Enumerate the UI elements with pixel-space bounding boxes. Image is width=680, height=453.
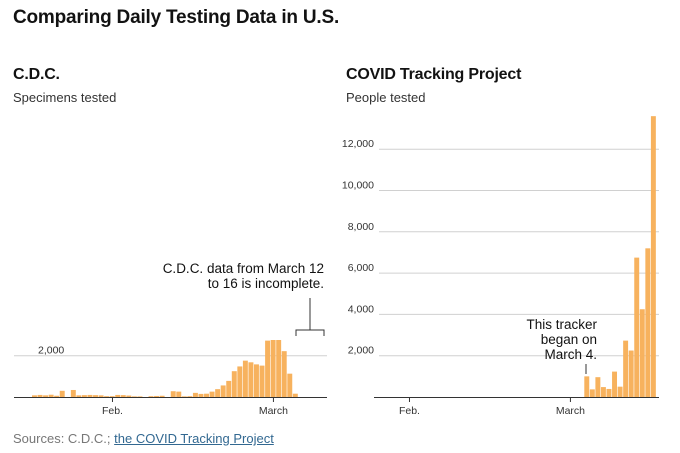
cdc-bar — [37, 394, 43, 397]
cdc-x-tick-label: Feb. — [102, 405, 123, 417]
tracking-y-tick-label: 10,000 — [342, 180, 374, 192]
cdc-bar — [181, 396, 187, 397]
cdc-bar — [120, 395, 126, 397]
cdc-bar — [87, 394, 93, 397]
cdc-bar — [137, 396, 143, 397]
cdc-bar — [154, 395, 160, 397]
cdc-bar — [104, 396, 110, 397]
tracking-bar — [623, 340, 629, 397]
cdc-bar — [292, 393, 298, 397]
cdc-bar — [48, 394, 54, 397]
cdc-bar — [265, 340, 271, 397]
tracking-bar — [634, 257, 640, 397]
tracking-bar — [639, 309, 645, 397]
cdc-bar — [248, 362, 254, 397]
cdc-bar — [215, 389, 221, 397]
cdc-panel-subtitle: Specimens tested — [13, 90, 117, 105]
cdc-bar — [131, 396, 137, 397]
cdc-bar — [242, 360, 248, 397]
cdc-bar — [43, 395, 49, 397]
cdc-annotation-line-1: C.D.C. data from March 12 — [163, 261, 324, 276]
tracking-bar — [617, 386, 623, 397]
sources-note: Sources: C.D.C.; the COVID Tracking Proj… — [13, 431, 274, 446]
cdc-bar — [176, 391, 182, 397]
cdc-bar — [281, 351, 287, 397]
tracking-x-tick-label: Feb. — [399, 405, 420, 417]
cdc-bar — [115, 394, 121, 397]
cdc-x-tick-label: March — [259, 405, 288, 417]
cdc-bar — [170, 391, 176, 397]
cdc-panel-title: C.D.C. — [13, 66, 60, 83]
tracker-annotation-line-3: March 4. — [544, 347, 597, 362]
cdc-bar — [237, 366, 243, 397]
cdc-bar — [32, 395, 37, 397]
cdc-bar — [93, 395, 98, 397]
tracking-y-tick-label: 2,000 — [348, 345, 374, 357]
cdc-bar — [220, 385, 226, 397]
cdc-bar — [259, 365, 265, 397]
cdc-bar — [159, 395, 165, 397]
tracking-bar — [628, 350, 634, 397]
tracking-y-tick-label: 12,000 — [342, 138, 374, 150]
cdc-chart: 2,000 Feb. March — [14, 340, 327, 417]
tracker-annotation-line-2: began on — [541, 332, 597, 347]
cdc-bar — [276, 340, 282, 397]
cdc-bar — [98, 395, 104, 397]
cdc-bar — [187, 396, 193, 397]
cdc-bar — [231, 371, 237, 397]
covid-tracking-link[interactable]: the COVID Tracking Project — [114, 431, 274, 446]
cdc-bar — [254, 364, 259, 397]
tracking-y-tick-label: 8,000 — [348, 221, 374, 233]
tracking-bar — [595, 377, 601, 397]
cdc-y-tick-label: 2,000 — [38, 345, 64, 357]
tracking-chart: 2,000 4,000 6,000 8,000 10,000 12,000 Feb. Marc… — [342, 116, 659, 417]
cdc-bar — [270, 340, 276, 397]
cdc-bar — [76, 395, 82, 397]
tracking-panel-title: COVID Tracking Project — [346, 66, 522, 83]
tracking-bar — [612, 371, 617, 397]
chart-title: Comparing Daily Testing Data in U.S. — [13, 7, 340, 28]
tracker-start-annotation: This tracker began on March 4. — [526, 317, 598, 374]
cdc-bar — [209, 391, 215, 397]
tracking-bar — [645, 248, 651, 397]
tracking-bar — [600, 387, 606, 397]
tracking-bar — [584, 376, 590, 397]
cdc-bar — [59, 390, 65, 397]
cdc-annotation-line-2: to 16 is incomplete. — [208, 276, 324, 291]
cdc-bar — [192, 392, 198, 397]
cdc-incomplete-annotation: C.D.C. data from March 12 to 16 is incom… — [163, 261, 325, 336]
tracking-y-tick-label: 6,000 — [348, 262, 374, 274]
tracker-annotation-line-1: This tracker — [526, 317, 597, 332]
cdc-bar — [226, 380, 232, 397]
tracking-bar — [650, 116, 656, 397]
cdc-bar — [148, 396, 154, 397]
tracking-bar — [606, 388, 612, 397]
cdc-bar — [126, 395, 132, 397]
tracking-bar — [589, 389, 595, 397]
tracking-y-tick-label: 4,000 — [348, 303, 374, 315]
sources-prefix: Sources: C.D.C.; — [13, 431, 115, 446]
tracking-panel-subtitle: People tested — [346, 90, 426, 105]
cdc-bar — [109, 396, 115, 397]
cdc-bar — [70, 389, 76, 397]
cdc-bar — [287, 373, 293, 397]
tracking-x-tick-label: March — [556, 405, 585, 417]
cdc-annotation-bracket — [295, 298, 325, 336]
cdc-bar — [81, 395, 87, 397]
cdc-bar — [204, 393, 209, 397]
cdc-bar — [54, 395, 60, 397]
cdc-bar — [198, 393, 204, 397]
